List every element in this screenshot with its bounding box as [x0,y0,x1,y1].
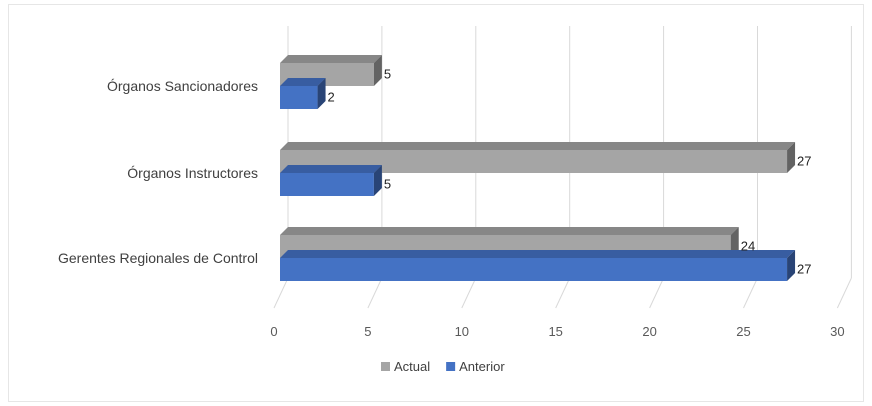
bar-front-face [280,150,788,173]
bar-top-face [280,78,326,86]
chart-frame [8,4,864,402]
x-tick-label: 10 [455,324,469,339]
category-labels: Órganos Sancionadores Órganos Instructore… [58,78,258,266]
x-axis-ticks: 0 5 10 15 20 25 30 [270,324,844,339]
legend-item-anterior: Anterior [446,359,505,374]
floor-gridline-30 [836,277,852,309]
bars [280,55,796,281]
x-tick-label: 30 [830,324,844,339]
floor-gridline-10 [461,277,477,309]
bar-top-face [280,250,796,258]
bar-end-face [787,142,796,173]
legend-label: Anterior [459,359,505,374]
x-tick-label: 20 [642,324,656,339]
data-label: 5 [384,67,391,82]
floor-gridline-5 [367,277,383,309]
legend-swatch [381,362,390,371]
x-tick-label: 5 [364,324,371,339]
bar-end-face [373,165,382,196]
legend: Actual Anterior [381,359,505,374]
bar-end-face [787,250,796,281]
category-label: Órganos Instructores [127,165,258,181]
data-label: 27 [797,154,811,169]
bar-front-face [280,258,788,281]
bar-top-face [280,55,382,63]
data-label: 5 [384,177,391,192]
legend-item-actual: Actual [381,359,430,374]
floor-gridline-15 [555,277,571,309]
bar-end-face [317,78,326,109]
bar-anterior-0 [280,78,326,109]
x-tick-label: 0 [270,324,277,339]
legend-label: Actual [394,359,430,374]
x-tick-label: 25 [736,324,750,339]
bar-top-face [280,165,382,173]
floor-gridline-20 [649,277,665,309]
data-labels: 5 2 27 5 24 27 [328,67,812,277]
bar-front-face [280,173,374,196]
bar-top-face [280,227,739,235]
bar-front-face [280,86,318,109]
bar-end-face [373,55,382,86]
legend-swatch [446,362,456,371]
bar-actual-1 [280,142,796,173]
data-label: 27 [797,262,811,277]
floor-gridline-25 [743,277,758,309]
bar-anterior-2 [280,250,796,281]
bar-actual-0 [280,55,382,86]
data-label: 2 [328,90,335,105]
bar-top-face [280,142,796,150]
x-tick-label: 15 [548,324,562,339]
category-label: Órganos Sancionadores [107,78,258,94]
category-label: Gerentes Regionales de Control [58,250,258,266]
data-label: 24 [741,239,755,254]
floor-gridline-0 [273,277,289,309]
bar-anterior-1 [280,165,382,196]
